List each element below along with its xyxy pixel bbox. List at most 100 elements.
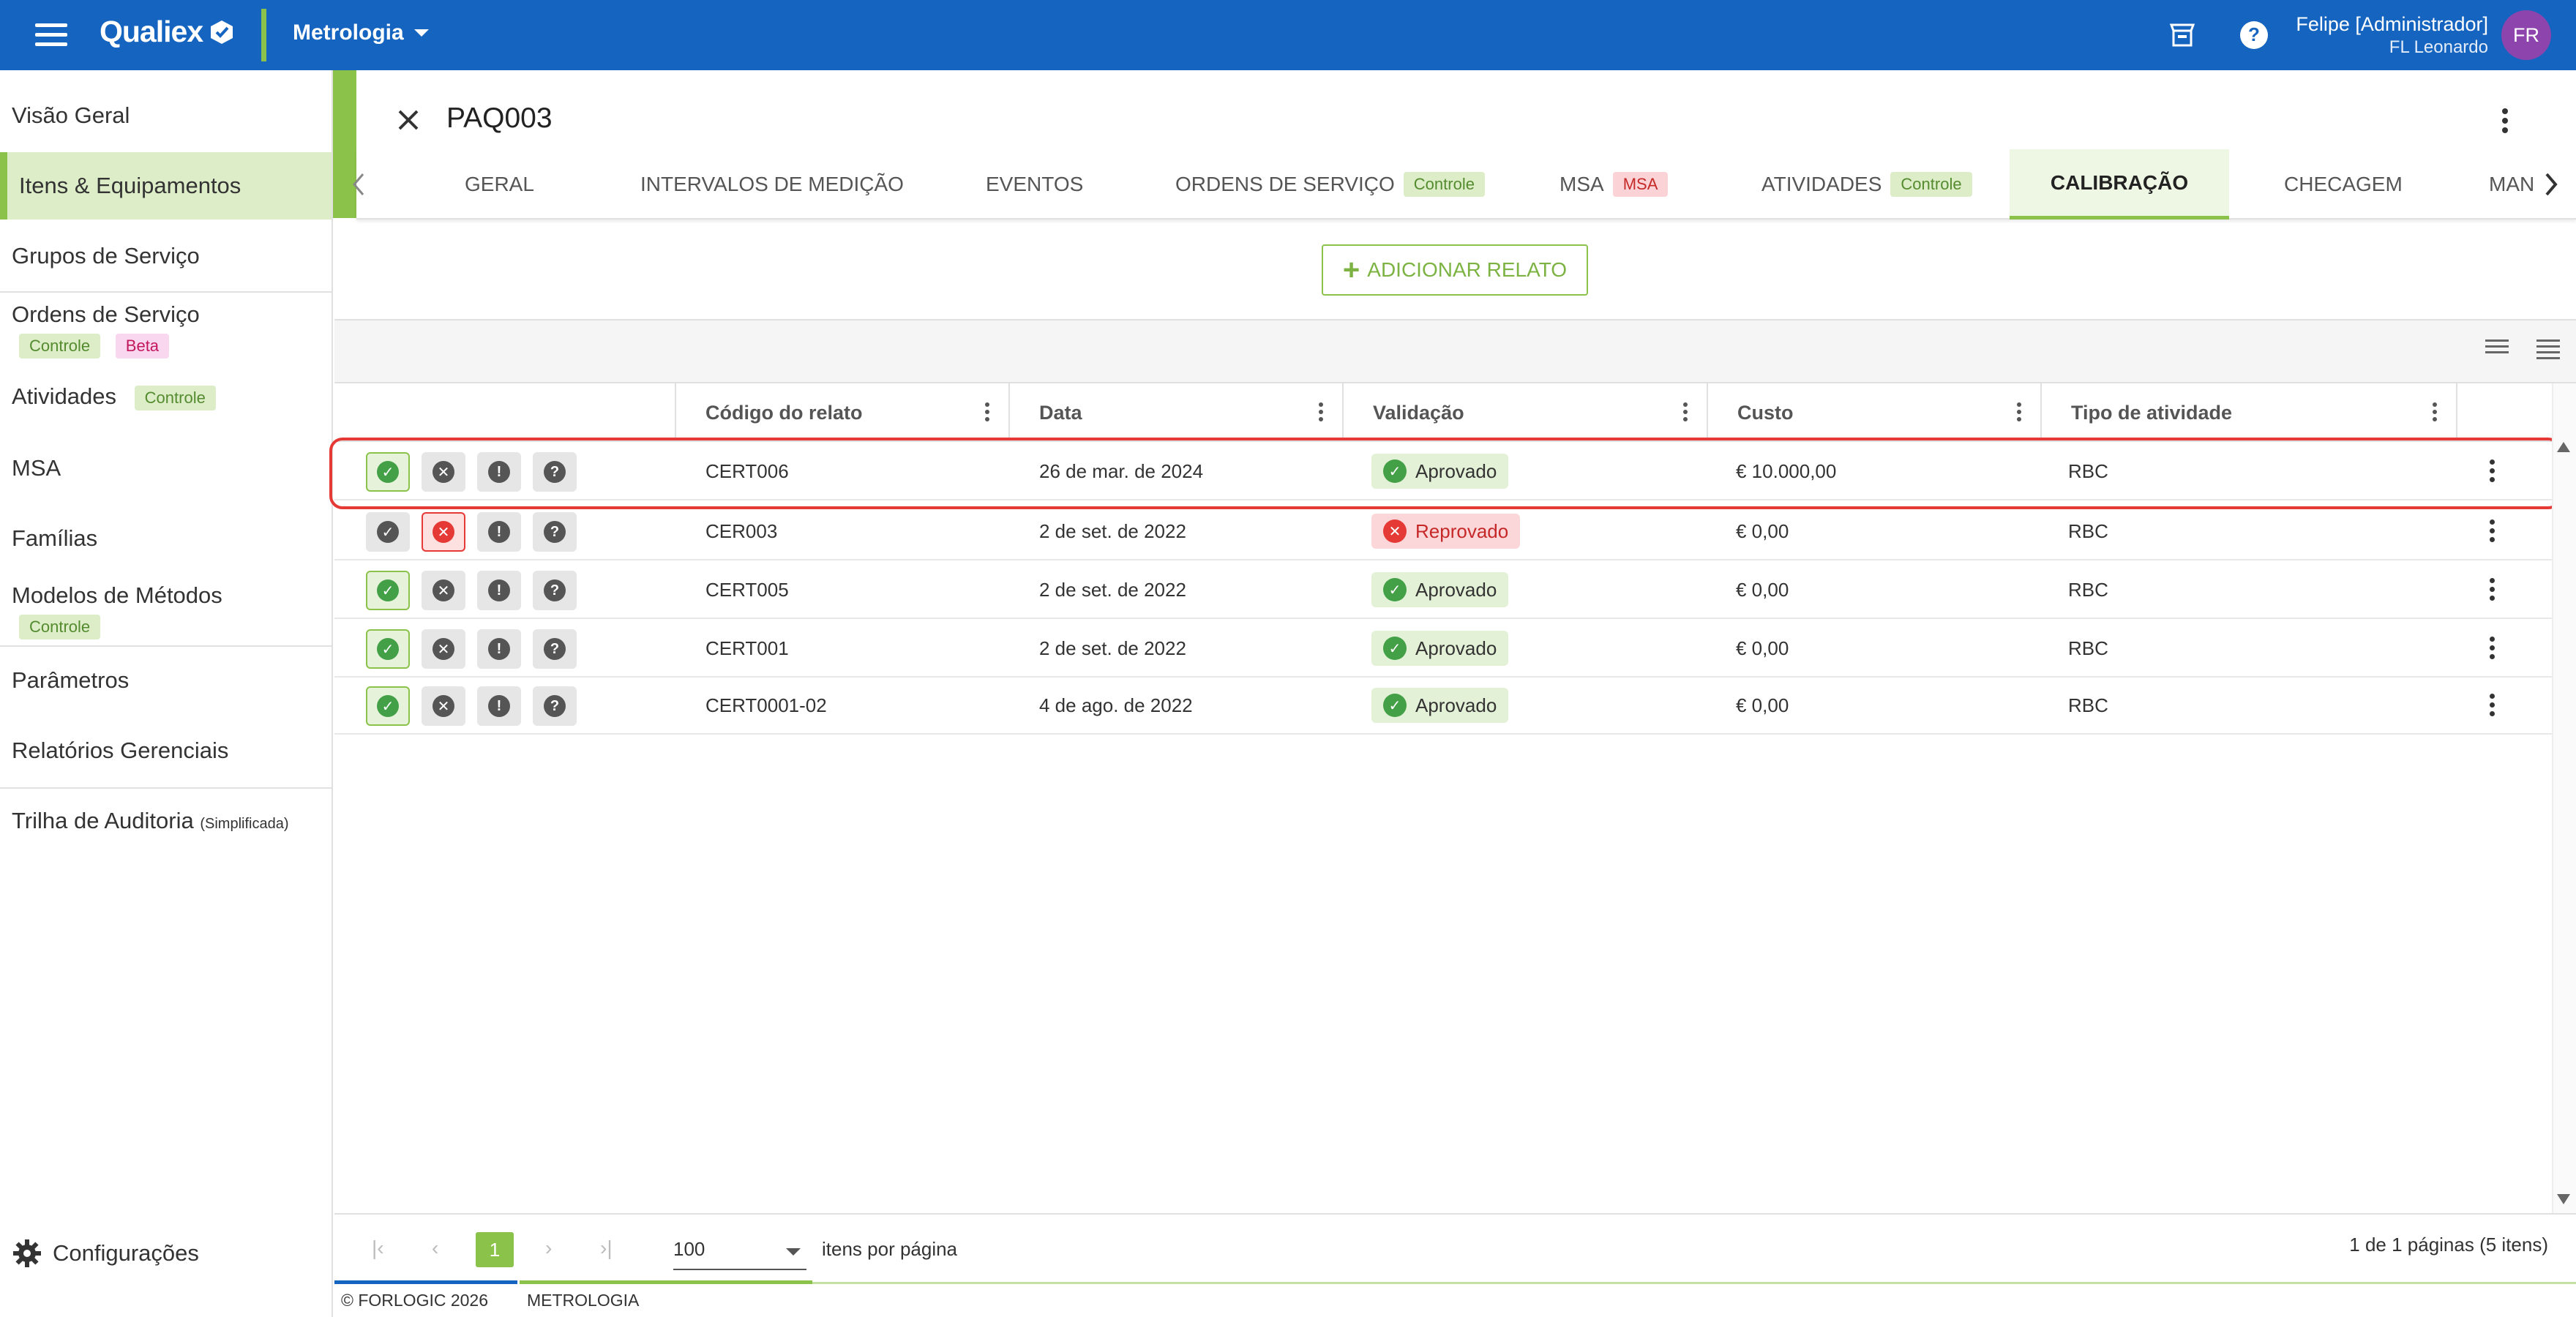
row-menu-icon[interactable]	[2490, 694, 2497, 720]
column-header-cost[interactable]: Custo	[1707, 383, 2040, 442]
help-icon[interactable]: ?	[2238, 19, 2270, 51]
column-menu-icon[interactable]	[1319, 402, 1326, 424]
previous-page-icon[interactable]: ‹	[432, 1237, 439, 1259]
approve-action-button[interactable]: ✓	[366, 571, 410, 610]
table-row[interactable]: ✓ ✕!? CERT005 2 de set. de 2022 ✓ Aprovado € 0…	[334, 560, 2552, 619]
user-name: Felipe [Administrador]	[2296, 13, 2488, 35]
next-page-icon[interactable]: ›	[545, 1237, 553, 1259]
list-view-icon[interactable]	[2485, 339, 2509, 361]
pending-action-button[interactable]: ?	[533, 686, 577, 726]
scroll-down-icon[interactable]	[2557, 1194, 2570, 1204]
sidebar-item-visao-geral[interactable]: Visão Geral	[0, 102, 332, 129]
cell-validation: ✓ Aprovado	[1371, 619, 1509, 678]
row-menu-icon[interactable]	[2490, 578, 2497, 604]
tab-ordens-servico[interactable]: ORDENS DE SERVIÇO Controle	[1175, 149, 1485, 220]
menu-icon[interactable]	[35, 23, 67, 47]
column-header-validation[interactable]: Validação	[1342, 383, 1707, 442]
chevron-left-icon[interactable]	[348, 170, 370, 199]
question-circle-icon: ?	[544, 579, 566, 601]
reject-action-button[interactable]: ✕	[422, 571, 465, 610]
table-row[interactable]: ✓ ✕!? CER003 2 de set. de 2022 ✕ Reprovado € 0…	[334, 502, 2552, 560]
cell-date: 2 de set. de 2022	[1039, 637, 1186, 659]
warning-action-button[interactable]: !	[477, 686, 521, 726]
tab-eventos[interactable]: EVENTOS	[986, 149, 1083, 220]
exclamation-circle-icon: !	[488, 461, 510, 483]
cancel-circle-icon: ✕	[433, 638, 454, 660]
settings-link[interactable]: Configurações	[12, 1238, 199, 1269]
reject-action-button[interactable]: ✕	[422, 452, 465, 492]
approve-action-button[interactable]: ✓	[366, 686, 410, 726]
scroll-up-icon[interactable]	[2557, 442, 2570, 452]
tab-calibracao[interactable]: CALIBRAÇÃO	[2010, 149, 2229, 220]
table-row[interactable]: ✓ ✕!? CERT006 26 de mar. de 2024 ✓ Aprovado € …	[334, 442, 2552, 500]
sidebar-item-atividades[interactable]: Atividades Controle	[0, 383, 332, 410]
add-report-label: ADICIONAR RELATO	[1367, 258, 1568, 281]
sidebar-item-modelos-metodos[interactable]: Modelos de Métodos Controle	[0, 582, 332, 639]
column-menu-icon[interactable]	[985, 402, 992, 424]
close-icon[interactable]	[392, 104, 424, 136]
app-logo[interactable]: Qualiex	[100, 15, 235, 49]
warning-action-button[interactable]: !	[477, 512, 521, 552]
module-select[interactable]: Metrologia	[293, 20, 429, 45]
column-menu-icon[interactable]	[2433, 402, 2440, 424]
table-row[interactable]: ✓ ✕!? CERT001 2 de set. de 2022 ✓ Aprovado € 0…	[334, 619, 2552, 678]
store-icon[interactable]	[2166, 19, 2198, 51]
warning-action-button[interactable]: !	[477, 452, 521, 492]
pending-action-button[interactable]: ?	[533, 571, 577, 610]
cell-cost: € 0,00	[1736, 637, 1789, 659]
current-page-button[interactable]: 1	[476, 1232, 514, 1267]
tab-geral[interactable]: GERAL	[465, 149, 534, 220]
status-label: Aprovado	[1415, 459, 1497, 482]
warning-action-button[interactable]: !	[477, 571, 521, 610]
chevron-right-icon[interactable]	[2539, 170, 2561, 199]
add-report-button[interactable]: + ADICIONAR RELATO	[1322, 244, 1588, 296]
column-header-code[interactable]: Código do relato	[675, 383, 1008, 442]
first-page-icon[interactable]: |‹	[372, 1237, 384, 1259]
column-header-date[interactable]: Data	[1008, 383, 1342, 442]
pending-action-button[interactable]: ?	[533, 629, 577, 669]
sidebar-item-familias[interactable]: Famílias	[0, 525, 332, 552]
sidebar-item-ordens-servico[interactable]: Ordens de Serviço Controle Beta	[0, 301, 332, 359]
reject-action-button[interactable]: ✕	[422, 629, 465, 669]
approve-action-button[interactable]: ✓	[366, 629, 410, 669]
approve-action-button[interactable]: ✓	[366, 452, 410, 492]
column-menu-icon[interactable]	[2017, 402, 2024, 424]
page-size-value: 100	[673, 1237, 705, 1260]
cell-validation: ✓ Aprovado	[1371, 560, 1509, 619]
page-size-select[interactable]: 100	[673, 1229, 806, 1270]
tab-label: CHECAGEM	[2284, 173, 2403, 195]
sidebar-item-grupos-servico[interactable]: Grupos de Serviço	[0, 243, 332, 269]
row-menu-icon[interactable]	[2490, 519, 2497, 546]
sidebar-item-parametros[interactable]: Parâmetros	[0, 667, 332, 694]
sidebar-item-label: Parâmetros	[12, 667, 130, 693]
table-row[interactable]: ✓ ✕!? CERT0001-02 4 de ago. de 2022 ✓ Aprovad…	[334, 676, 2552, 735]
row-menu-icon[interactable]	[2490, 459, 2497, 486]
more-options-icon[interactable]	[2502, 108, 2509, 137]
reject-action-button[interactable]: ✕	[422, 686, 465, 726]
user-info[interactable]: Felipe [Administrador] FL Leonardo	[2296, 13, 2488, 58]
avatar[interactable]: FR	[2501, 10, 2551, 60]
column-menu-icon[interactable]	[1683, 402, 1690, 424]
scrollbar[interactable]	[2552, 383, 2576, 1213]
last-page-icon[interactable]: ›|	[600, 1237, 613, 1259]
column-header-activity-type[interactable]: Tipo de atividade	[2040, 383, 2456, 442]
reject-action-button[interactable]: ✕	[422, 512, 465, 552]
row-menu-icon[interactable]	[2490, 637, 2497, 663]
sidebar-item-itens-equipamentos[interactable]: Itens & Equipamentos	[0, 152, 332, 220]
compact-view-icon[interactable]	[2536, 339, 2560, 361]
status-label: Reprovado	[1415, 519, 1509, 542]
pager	[334, 1213, 2576, 1282]
cell-date: 4 de ago. de 2022	[1039, 694, 1193, 716]
tab-intervalos[interactable]: INTERVALOS DE MEDIÇÃO	[640, 149, 904, 220]
tab-checagem[interactable]: CHECAGEM	[2284, 149, 2403, 220]
tab-msa[interactable]: MSA MSA	[1560, 149, 1669, 220]
approve-action-button[interactable]: ✓	[366, 512, 410, 552]
pending-action-button[interactable]: ?	[533, 512, 577, 552]
sidebar-item-msa[interactable]: MSA	[0, 455, 332, 481]
sidebar-item-relatorios[interactable]: Relatórios Gerenciais	[0, 738, 332, 764]
sidebar-item-trilha-auditoria[interactable]: Trilha de Auditoria (Simplificada)	[0, 808, 332, 834]
tab-atividades[interactable]: ATIVIDADES Controle	[1761, 149, 1972, 220]
warning-action-button[interactable]: !	[477, 629, 521, 669]
tab-manutencao[interactable]: MAN	[2489, 149, 2533, 220]
pending-action-button[interactable]: ?	[533, 452, 577, 492]
